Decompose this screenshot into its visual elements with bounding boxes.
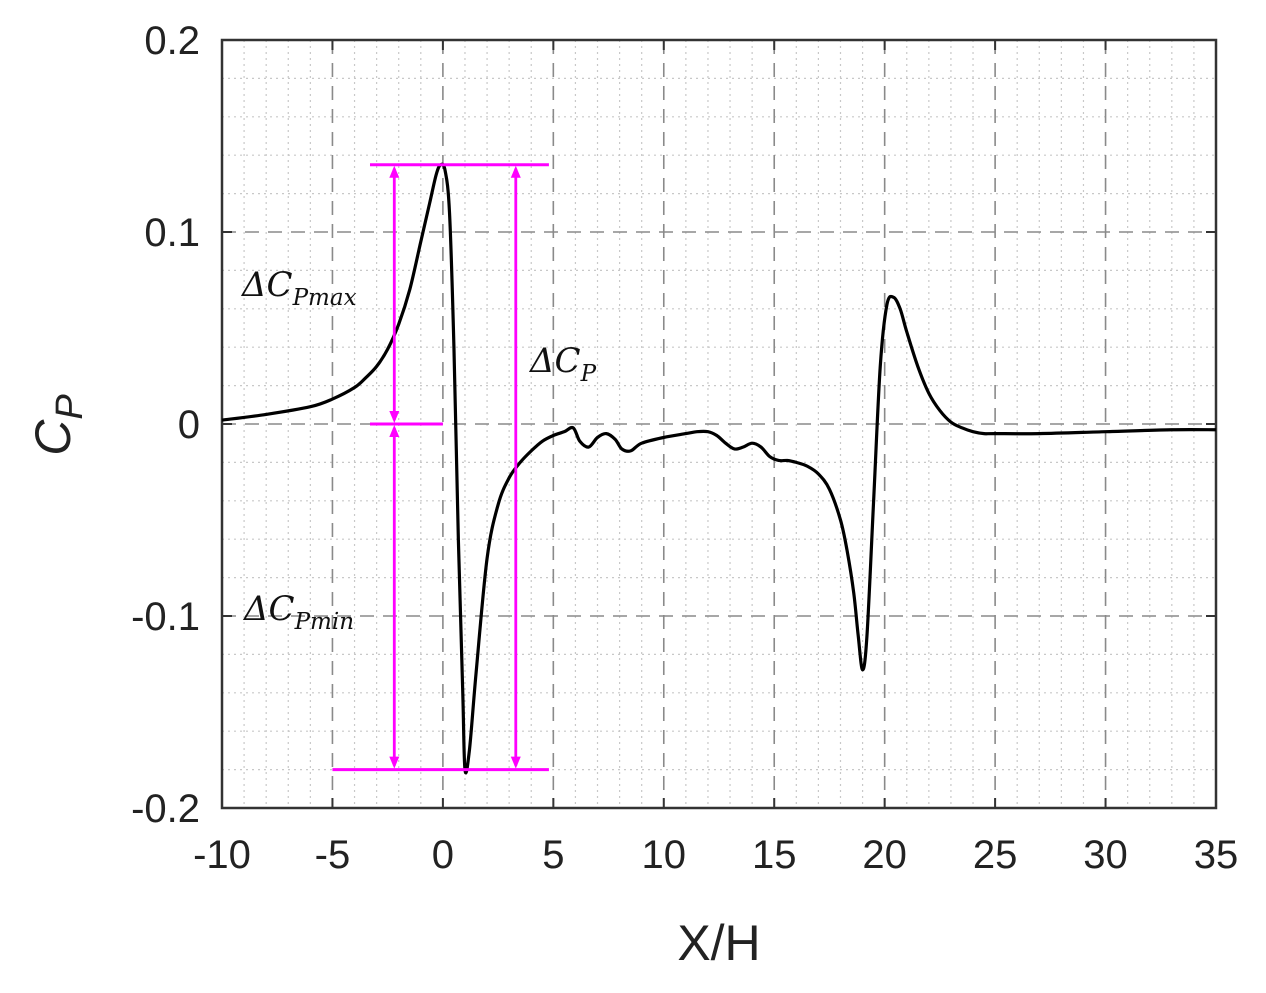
- y-axis-label: CP: [25, 394, 91, 456]
- y-tick-label: 0.1: [144, 211, 200, 255]
- y-axis-label-sub: P: [49, 394, 91, 420]
- x-tick-label: -5: [315, 833, 351, 877]
- delta-cp-label: ΔCP: [528, 341, 597, 387]
- x-tick-label: 10: [642, 833, 687, 877]
- delta-cp-arrow-head-bottom: [510, 756, 521, 769]
- annotation-layer: [332, 163, 549, 772]
- x-tick-label: -10: [193, 833, 251, 877]
- x-tick-label: 35: [1194, 833, 1239, 877]
- delta-cp-max-label: ΔCPmax: [240, 265, 357, 311]
- x-axis-label: X/H: [677, 915, 760, 971]
- major-grid: [222, 40, 1216, 808]
- delta-cp-max-label-main: ΔC: [240, 265, 293, 305]
- y-tick-label: -0.2: [131, 787, 200, 831]
- delta-cp-label-sub: P: [580, 361, 597, 387]
- series-layer: [221, 162, 1217, 775]
- x-tick-labels: -10 -5 0 5 10 15 20 25 30 35: [193, 833, 1238, 877]
- delta-cp-max-label-sub: Pmax: [292, 285, 357, 311]
- x-tick-label: 15: [752, 833, 797, 877]
- y-tick-labels: 0.2 0.1 0 -0.1 -0.2: [131, 19, 200, 831]
- x-tick-label: 30: [1083, 833, 1128, 877]
- x-tick-label: 25: [973, 833, 1018, 877]
- axis-ticks: [221, 39, 1217, 809]
- delta-cp-label-main: ΔC: [528, 341, 581, 381]
- delta-cp-min-label-main: ΔC: [242, 589, 295, 629]
- y-tick-label: 0.2: [144, 19, 200, 63]
- delta-cp-max-arrow-head-top: [389, 165, 400, 178]
- delta-cp-arrow-head-top: [510, 165, 521, 178]
- y-tick-label: 0: [178, 403, 200, 447]
- delta-cp-min-label: ΔCPmin: [242, 589, 354, 635]
- x-tick-label: 0: [432, 833, 454, 877]
- delta-cp-max-arrow-head-bottom: [389, 411, 400, 423]
- cp-series-line: [221, 162, 1217, 775]
- y-tick-label: -0.1: [131, 595, 200, 639]
- delta-cp-min-arrow-head-top: [389, 425, 400, 437]
- x-tick-label: 20: [862, 833, 907, 877]
- y-axis-label-main: C: [25, 419, 81, 456]
- x-tick-label: 5: [542, 833, 564, 877]
- delta-cp-min-arrow-head-bottom: [389, 756, 400, 769]
- delta-cp-min-label-sub: Pmin: [294, 609, 354, 635]
